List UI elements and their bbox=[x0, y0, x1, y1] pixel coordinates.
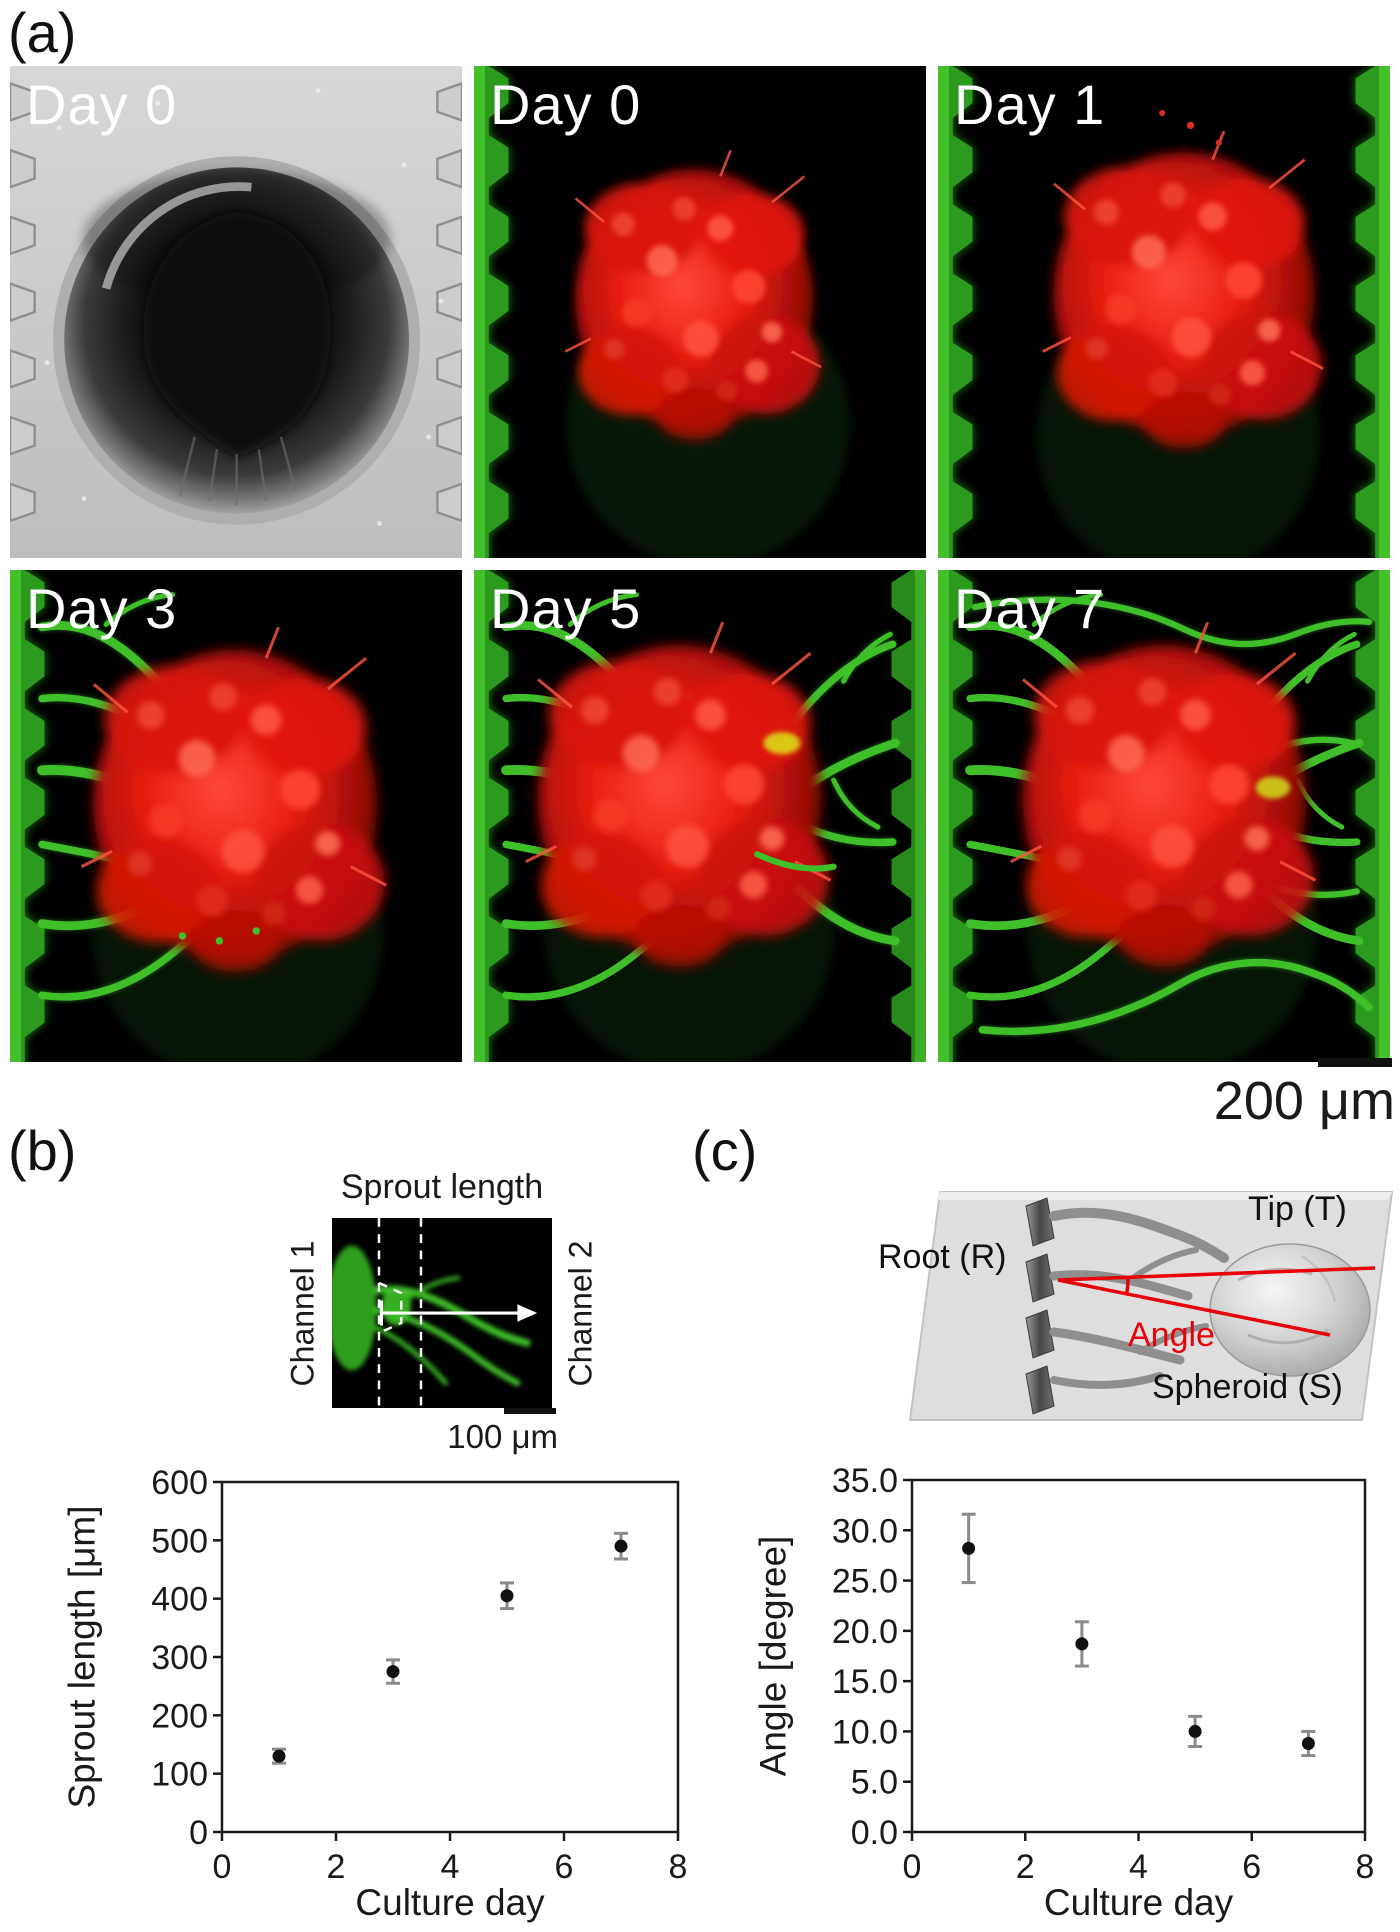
sprout-chart-xlabel: Culture day bbox=[355, 1882, 545, 1923]
fluorescence-image bbox=[938, 66, 1390, 558]
micrograph-day7: Day 7 bbox=[938, 570, 1390, 1062]
scale-bar-100um-label: 100 μm bbox=[447, 1418, 558, 1455]
svg-text:20.0: 20.0 bbox=[832, 1613, 898, 1651]
svg-text:8: 8 bbox=[669, 1848, 688, 1886]
micrograph-day5: Day 5 bbox=[474, 570, 926, 1062]
svg-text:35.0: 35.0 bbox=[832, 1462, 898, 1500]
angle-schematic bbox=[908, 1191, 1394, 1421]
spheroid-label: Spheroid (S) bbox=[1152, 1368, 1343, 1406]
svg-text:0.0: 0.0 bbox=[851, 1814, 898, 1852]
angle-lines bbox=[1057, 1266, 1376, 1337]
svg-text:4: 4 bbox=[1129, 1848, 1148, 1886]
svg-text:2: 2 bbox=[1016, 1848, 1035, 1886]
scale-bar-100um bbox=[504, 1408, 556, 1414]
micrograph-day1: Day 1 bbox=[938, 66, 1390, 558]
channel-wall-dashed-lines bbox=[377, 1218, 423, 1408]
day-label: Day 0 bbox=[490, 73, 642, 136]
sprout-length-chart: 0 100 200 300 400 500 600 0 2 4 6 8 bbox=[151, 1464, 688, 1886]
fluorescence-image bbox=[10, 570, 462, 1062]
brightfield-image bbox=[10, 66, 462, 558]
micrograph-day0-brightfield: Day 0 bbox=[10, 66, 462, 558]
svg-text:6: 6 bbox=[555, 1848, 574, 1886]
svg-text:4: 4 bbox=[441, 1848, 460, 1886]
svg-text:25.0: 25.0 bbox=[832, 1563, 898, 1601]
svg-text:15.0: 15.0 bbox=[832, 1663, 898, 1701]
fluorescence-image bbox=[938, 570, 1390, 1062]
svg-text:0: 0 bbox=[903, 1848, 922, 1886]
svg-text:30.0: 30.0 bbox=[832, 1512, 898, 1550]
channel2-label: Channel 2 bbox=[562, 1240, 599, 1386]
tip-label: Tip (T) bbox=[1248, 1190, 1347, 1228]
angle-label: Angle bbox=[1128, 1316, 1215, 1354]
svg-text:8: 8 bbox=[1356, 1848, 1375, 1886]
panel-a-label: (a) bbox=[8, 1, 77, 64]
day-label: Day 3 bbox=[26, 577, 178, 640]
angle-chart-xlabel: Culture day bbox=[1043, 1882, 1234, 1923]
day-label: Day 5 bbox=[490, 577, 642, 640]
measurement-arrow bbox=[379, 1300, 520, 1326]
channel2-label-wrap: Channel 2 bbox=[558, 1218, 604, 1408]
day-label: Day 7 bbox=[954, 577, 1106, 640]
angle-chart: 0.0 5.0 10.0 15.0 20.0 25.0 30.0 35.0 0 2 4 6 8 bbox=[832, 1462, 1375, 1886]
scale-bar-200um-label: 200 μm bbox=[1213, 1071, 1395, 1131]
svg-text:2: 2 bbox=[327, 1848, 346, 1886]
svg-text:100: 100 bbox=[151, 1756, 208, 1794]
sprout-measurement-inset bbox=[332, 1218, 552, 1408]
day-label: Day 0 bbox=[26, 73, 178, 136]
root-label: Root (R) bbox=[878, 1238, 1007, 1276]
inset-image bbox=[332, 1218, 552, 1408]
svg-text:6: 6 bbox=[1242, 1848, 1261, 1886]
svg-text:5.0: 5.0 bbox=[851, 1764, 898, 1802]
channel1-label-wrap: Channel 1 bbox=[280, 1218, 326, 1408]
panel-b-label: (b) bbox=[8, 1119, 77, 1182]
sprout-length-title: Sprout length bbox=[340, 1168, 544, 1206]
spheroid-shape bbox=[1209, 1243, 1371, 1377]
svg-text:600: 600 bbox=[151, 1464, 208, 1502]
svg-text:400: 400 bbox=[151, 1581, 208, 1619]
fluorescence-image bbox=[474, 570, 926, 1062]
panel-c-label: (c) bbox=[692, 1119, 758, 1182]
scale-bar-200um bbox=[1318, 1058, 1392, 1067]
channel1-label: Channel 1 bbox=[284, 1240, 321, 1386]
micrograph-day3: Day 3 bbox=[10, 570, 462, 1062]
fluorescence-image bbox=[474, 66, 926, 558]
pillars bbox=[1025, 1197, 1055, 1415]
svg-text:0: 0 bbox=[213, 1848, 232, 1886]
svg-text:200: 200 bbox=[151, 1697, 208, 1735]
micrograph-day0-fluorescence: Day 0 bbox=[474, 66, 926, 558]
day-label: Day 1 bbox=[954, 73, 1106, 136]
svg-text:10.0: 10.0 bbox=[832, 1713, 898, 1751]
svg-text:0: 0 bbox=[189, 1814, 208, 1852]
svg-text:500: 500 bbox=[151, 1522, 208, 1560]
svg-text:300: 300 bbox=[151, 1639, 208, 1677]
